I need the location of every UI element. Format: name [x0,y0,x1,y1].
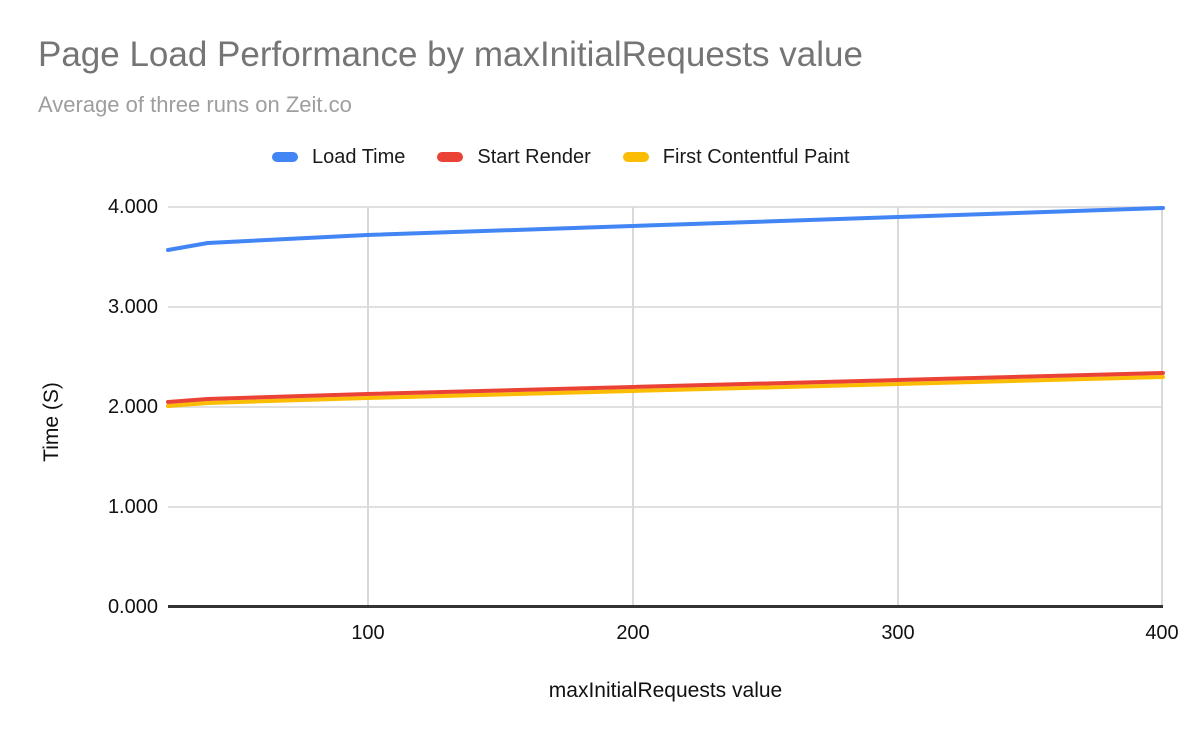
y-tick-label: 1.000 [107,496,158,518]
line-load-time [166,206,1165,252]
x-tick-label: 300 [881,622,915,644]
y-tick-label: 0.000 [107,596,158,618]
chart-subtitle: Average of three runs on Zeit.co [38,92,352,117]
v-gridline-100 [367,207,369,607]
y-tick-label: 3.000 [107,296,158,318]
legend-label-first-contentful-paint: First Contentful Paint [662,145,850,168]
v-gridline-300 [897,207,899,607]
legend-label-load-time: Load Time [312,145,406,168]
x-axis-title: maxInitialRequests value [548,679,783,702]
h-gridline-1 [168,506,1163,508]
h-gridline-4 [168,206,1163,208]
legend-item-start-render: Start Render [437,145,591,169]
legend: Load Time Start Render First Contentful … [272,144,850,170]
legend-label-start-render: Start Render [477,145,591,168]
y-tick-label: 2.000 [107,396,158,418]
x-tick-label: 200 [616,622,650,644]
plot-area [166,206,1165,608]
v-gridline-200 [632,207,634,607]
legend-swatch-first-contentful-paint [622,152,649,162]
x-tick-label: 400 [1145,622,1179,644]
x-axis-tick-labels: 100 200 300 400 [168,621,1178,645]
line-first-contentful-paint [166,375,1165,408]
x-tick-label: 100 [351,622,385,644]
chart-title: Page Load Performance by maxInitialReque… [38,35,863,74]
legend-item-first-contentful-paint: First Contentful Paint [622,145,850,169]
series-lines [166,206,1165,408]
y-axis-tick-labels: 4.000 3.000 2.000 1.000 0.000 [0,195,158,619]
legend-swatch-load-time [272,152,298,162]
y-tick-label: 4.000 [107,196,158,218]
v-gridline-400 [1161,207,1163,607]
h-gridline-2 [168,406,1163,408]
legend-item-load-time: Load Time [272,146,405,169]
h-gridline-3 [168,306,1163,308]
x-axis-baseline [168,605,1163,608]
legend-swatch-start-render [437,152,464,162]
line-start-render [166,371,1165,404]
